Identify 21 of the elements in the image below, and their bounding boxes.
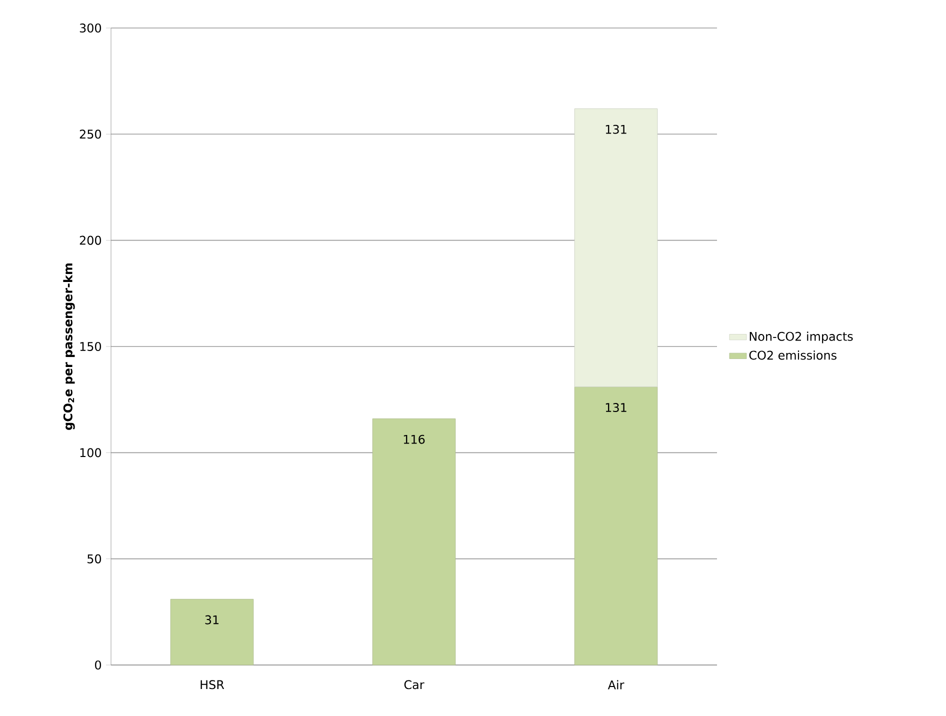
legend-label: Non-CO2 impacts	[750, 332, 853, 344]
data-label: 131	[606, 402, 626, 412]
bar	[372, 418, 456, 666]
data-label: 116	[404, 434, 425, 444]
y-axis-title: gCO$_{2}$e per passenger-km	[63, 263, 75, 430]
y-tick-label: 150	[80, 342, 102, 352]
y-tick-label: 200	[80, 236, 102, 245]
legend-label: CO2 emissions	[749, 350, 836, 360]
bar	[574, 108, 658, 388]
data-label: 131	[606, 124, 626, 134]
y-tick-label: 0	[95, 660, 102, 670]
y-tick-label: 300	[80, 23, 102, 33]
y-tick-label: 50	[88, 554, 102, 564]
y-tick-label: 250	[80, 130, 102, 139]
x-tick-label: Car	[404, 680, 424, 690]
bar	[170, 598, 254, 666]
x-tick-label: Air	[608, 680, 624, 690]
data-label: 31	[205, 615, 218, 624]
x-tick-label: HSR	[200, 680, 224, 690]
bar	[574, 386, 658, 666]
y-tick-label: 100	[80, 448, 102, 458]
